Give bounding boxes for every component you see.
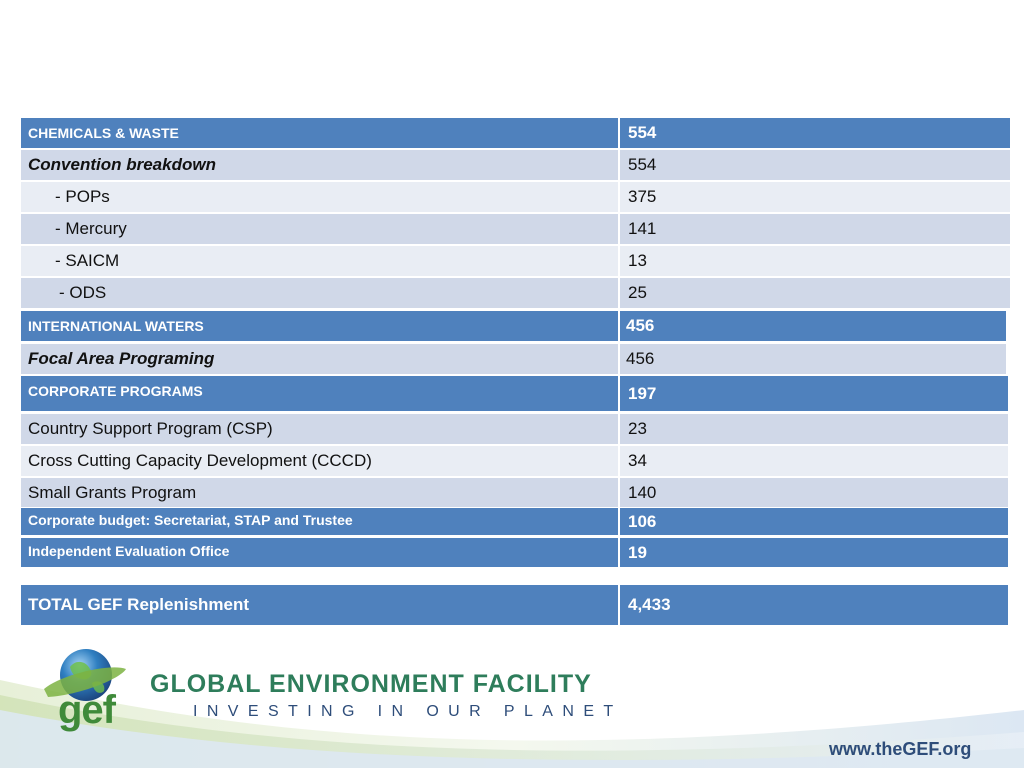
table-row-corporate-programs-header: CORPORATE PROGRAMS 197: [21, 376, 1008, 411]
table-row-international-waters-header: INTERNATIONAL WATERS 456: [21, 311, 1006, 341]
table-row-evaluation-office-header: Independent Evaluation Office 19: [21, 538, 1008, 567]
row-value: 197: [618, 376, 1008, 411]
table-row: - SAICM 13: [21, 246, 1010, 276]
row-value: 554: [618, 118, 1010, 148]
row-label: - POPs: [55, 187, 110, 206]
table-row-chemicals-waste-header: CHEMICALS & WASTE 554: [21, 118, 1010, 148]
row-value: 4,433: [618, 585, 1008, 625]
gef-globe-logo-icon: [44, 649, 126, 701]
row-label: Small Grants Program: [28, 482, 197, 502]
table-row: Country Support Program (CSP) 23: [21, 414, 1008, 444]
row-label: CHEMICALS & WASTE: [28, 125, 179, 141]
row-value: 375: [618, 182, 1010, 212]
row-value: 23: [618, 414, 1008, 444]
row-label: Independent Evaluation Office: [28, 543, 230, 559]
row-label: - SAICM: [55, 251, 120, 270]
organization-tagline: INVESTING IN OUR PLANET: [193, 703, 623, 720]
table-row: - Mercury 141: [21, 214, 1010, 244]
budget-table: CHEMICALS & WASTE 554 Convention breakdo…: [21, 118, 1010, 625]
table-row-total-header: TOTAL GEF Replenishment 4,433: [21, 585, 1008, 625]
row-value: 19: [618, 538, 1008, 567]
table-row: - ODS 25: [21, 278, 1010, 308]
table-row: Focal Area Programing 456: [21, 344, 1006, 374]
row-value: 456: [618, 344, 1006, 374]
row-label: - ODS: [59, 283, 107, 302]
row-label: Country Support Program (CSP): [28, 419, 273, 438]
website-url-link[interactable]: www.theGEF.org: [829, 739, 972, 759]
row-value: 456: [618, 311, 1006, 341]
row-label: CORPORATE PROGRAMS: [28, 383, 203, 399]
row-value: 140: [618, 478, 1008, 507]
row-value: 25: [618, 278, 1010, 308]
row-label: TOTAL GEF Replenishment: [28, 595, 250, 614]
row-value: 141: [618, 214, 1010, 244]
row-label: INTERNATIONAL WATERS: [28, 318, 204, 334]
row-value: 554: [618, 150, 1010, 180]
row-label: Cross Cutting Capacity Development (CCCD…: [28, 451, 372, 470]
row-label: - Mercury: [55, 219, 127, 238]
row-value: 106: [618, 508, 1008, 535]
table-row: - POPs 375: [21, 182, 1010, 212]
row-value: 13: [618, 246, 1010, 276]
organization-name: GLOBAL ENVIRONMENT FACILITY: [150, 670, 592, 698]
table-row-corporate-budget-header: Corporate budget: Secretariat, STAP and …: [21, 508, 1008, 535]
table-row: Small Grants Program 140: [21, 478, 1008, 507]
table-row: Convention breakdown 554: [21, 150, 1010, 180]
row-value: 34: [618, 446, 1008, 476]
row-label: Corporate budget: Secretariat, STAP and …: [28, 512, 353, 528]
footer-background: [0, 640, 1024, 768]
row-label: Focal Area Programing: [28, 349, 215, 368]
gef-logo-text: gef: [58, 688, 116, 732]
table-row: Cross Cutting Capacity Development (CCCD…: [21, 446, 1008, 476]
row-label: Convention breakdown: [28, 155, 216, 174]
footer-swoosh-graphic: [0, 680, 1024, 768]
